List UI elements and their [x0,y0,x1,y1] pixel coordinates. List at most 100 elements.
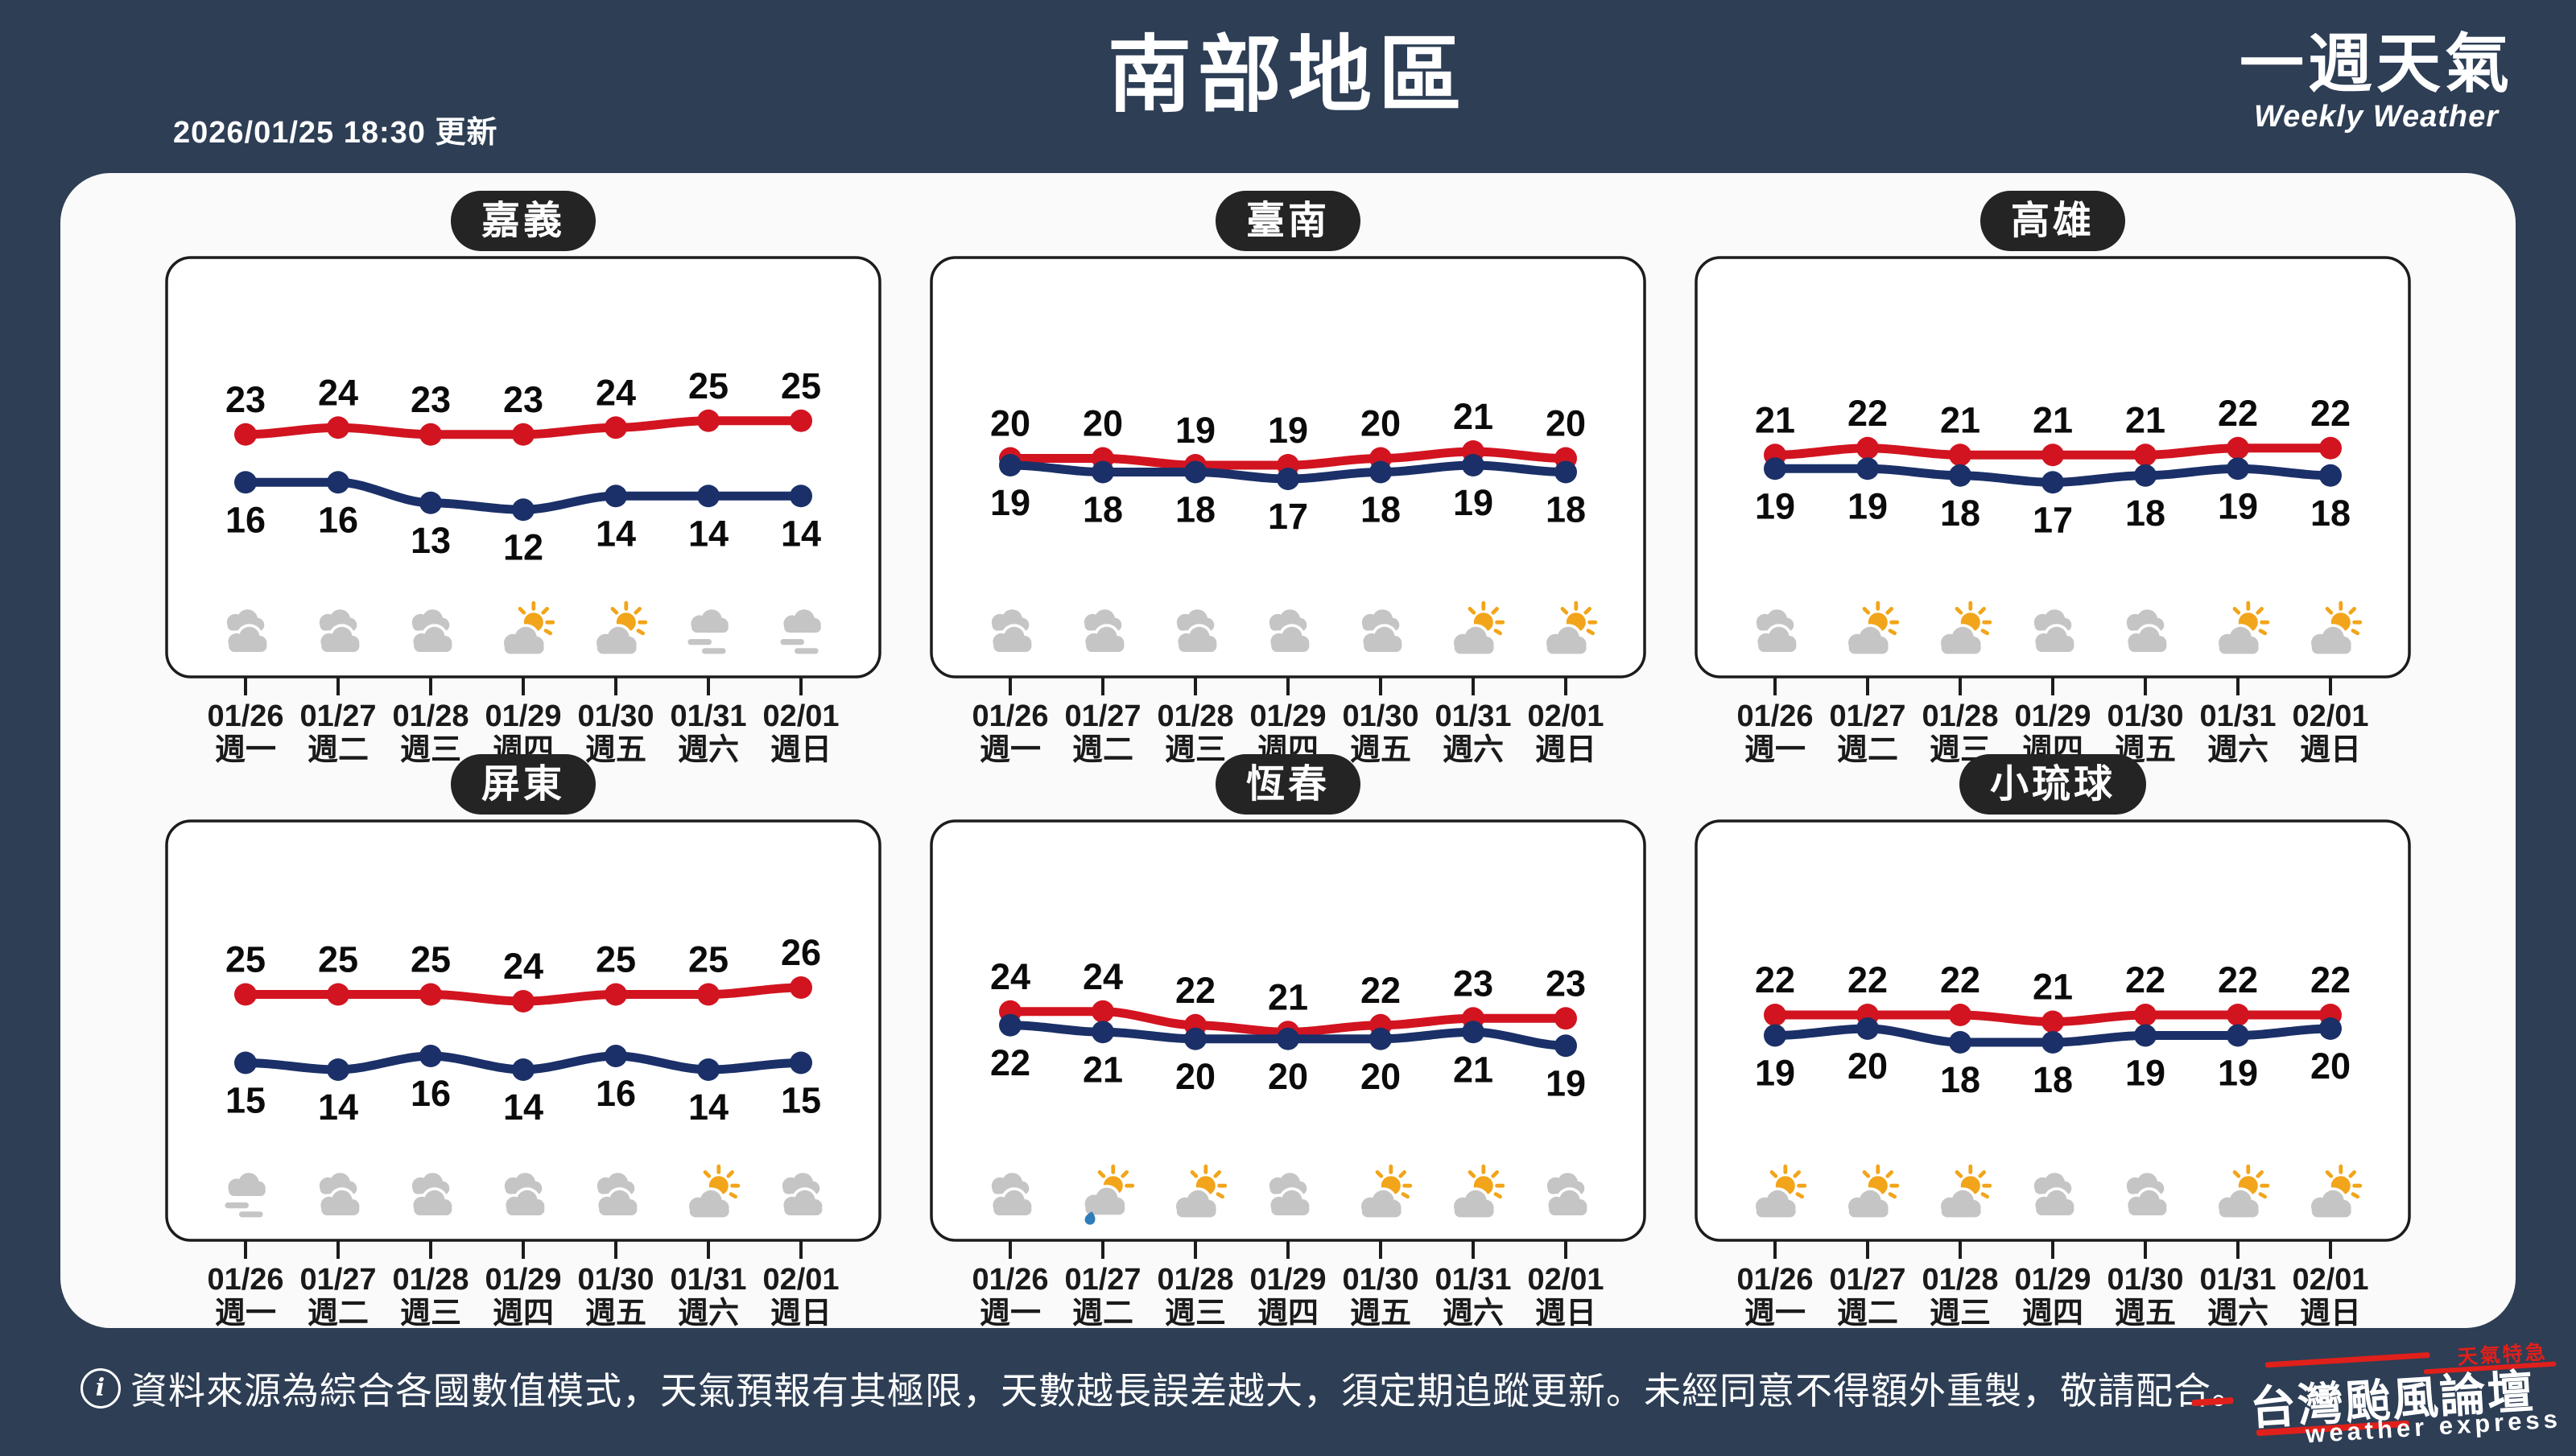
svg-text:25: 25 [781,365,821,406]
svg-text:24: 24 [990,956,1030,997]
svg-text:16: 16 [225,499,266,540]
svg-text:15: 15 [225,1080,266,1121]
svg-text:23: 23 [1453,963,1493,1004]
header: 2026/01/25 18:30 更新 南部地區 一週天氣 Weekly Wea… [0,0,2576,173]
svg-text:22: 22 [2310,959,2351,1000]
svg-text:週四: 週四 [2022,1297,2083,1330]
svg-text:21: 21 [1940,399,1980,440]
svg-text:週五: 週五 [1350,733,1411,767]
svg-text:01/28: 01/28 [1157,1263,1233,1297]
svg-text:01/26: 01/26 [972,1263,1048,1297]
svg-text:01/27: 01/27 [1064,699,1141,733]
svg-text:21: 21 [2033,967,2073,1008]
svg-text:01/31: 01/31 [670,1263,746,1297]
svg-text:01/27: 01/27 [1064,1263,1141,1297]
svg-text:週日: 週日 [1535,733,1596,767]
svg-text:16: 16 [318,499,358,540]
svg-text:週三: 週三 [400,733,461,767]
svg-text:21: 21 [1083,1049,1123,1090]
city-card-xiaoliuqiu: 小琉球 22 22 22 21 22 22 22 19 20 18 18 19 19 20 01/26 週一 0… [1695,754,2411,1338]
svg-text:18: 18 [1175,489,1216,530]
svg-text:19: 19 [1755,485,1795,526]
svg-text:21: 21 [1755,399,1795,440]
svg-text:21: 21 [1453,396,1493,437]
svg-text:週二: 週二 [308,733,369,767]
svg-text:20: 20 [1360,403,1401,444]
chart-row-bottom: 屏東 25 25 25 24 25 25 26 15 14 16 14 16 14 15 01/26 週一 01… [165,754,2411,1338]
svg-text:01/30: 01/30 [1342,1263,1418,1297]
svg-text:01/28: 01/28 [1157,699,1233,733]
city-card-tainan: 臺南 20 20 19 19 20 21 20 19 18 18 17 18 19 18 01/26 週一 01… [930,191,1646,775]
svg-text:週三: 週三 [400,1297,461,1330]
city-card-hengchun: 恆春 24 24 22 21 22 23 23 22 21 20 20 20 21 19 01/26 週一 01… [930,754,1646,1338]
svg-text:22: 22 [1847,959,1888,1000]
svg-text:23: 23 [411,379,451,420]
svg-text:24: 24 [503,946,543,987]
svg-text:17: 17 [2033,499,2073,540]
city-card-chiayi: 嘉義 23 24 23 23 24 25 25 16 16 13 12 14 14 14 01/26 週一 01… [165,191,881,775]
svg-text:週五: 週五 [2115,1297,2176,1330]
svg-text:22: 22 [1360,970,1401,1011]
svg-text:21: 21 [1268,976,1308,1017]
city-badge: 嘉義 [450,191,596,252]
svg-text:20: 20 [1847,1046,1888,1087]
city-card-pingtung: 屏東 25 25 25 24 25 25 26 15 14 16 14 16 14 15 01/26 週一 01… [165,754,881,1338]
svg-text:01/29: 01/29 [2014,699,2091,733]
svg-text:15: 15 [781,1080,821,1121]
svg-text:23: 23 [225,379,266,420]
svg-text:14: 14 [318,1087,358,1128]
svg-text:01/26: 01/26 [207,1263,283,1297]
svg-text:19: 19 [1268,410,1308,451]
page-title: 南部地區 [1107,29,1468,122]
svg-text:19: 19 [1453,482,1493,523]
info-icon: i [80,1368,121,1409]
svg-text:01/29: 01/29 [485,699,561,733]
svg-text:01/26: 01/26 [1736,1263,1813,1297]
brand-title-en: Weekly Weather [2253,100,2500,134]
svg-text:20: 20 [1083,403,1123,444]
svg-text:週一: 週一 [980,733,1041,767]
svg-text:20: 20 [2310,1046,2351,1087]
svg-text:19: 19 [1847,485,1888,526]
svg-text:01/31: 01/31 [670,699,746,733]
svg-text:週一: 週一 [1744,733,1806,767]
svg-text:18: 18 [2125,493,2165,534]
svg-text:週日: 週日 [770,1297,832,1330]
svg-text:週二: 週二 [1837,1297,1898,1330]
svg-text:週三: 週三 [1930,1297,1991,1330]
svg-text:20: 20 [990,403,1030,444]
svg-text:25: 25 [688,939,729,980]
svg-text:24: 24 [318,372,358,413]
svg-text:22: 22 [2218,393,2258,434]
svg-text:18: 18 [2310,493,2351,534]
charts-panel: 嘉義 23 24 23 23 24 25 25 16 16 13 12 14 14 14 01/26 週一 01… [60,173,2516,1330]
svg-text:01/30: 01/30 [2107,1263,2183,1297]
svg-text:22: 22 [1175,970,1216,1011]
city-badge: 屏東 [450,754,596,815]
svg-text:25: 25 [318,939,358,980]
svg-text:22: 22 [2310,393,2351,434]
svg-text:01/31: 01/31 [2199,1263,2276,1297]
svg-text:週日: 週日 [1535,1297,1596,1330]
svg-text:週六: 週六 [2207,733,2268,767]
svg-text:02/01: 02/01 [762,1263,839,1297]
svg-text:23: 23 [503,379,543,420]
svg-text:02/01: 02/01 [762,699,839,733]
brand-block: 一週天氣 Weekly Weather [2240,31,2513,134]
city-badge: 小琉球 [1959,754,2146,815]
svg-text:週三: 週三 [1165,733,1226,767]
svg-text:01/29: 01/29 [1249,699,1326,733]
svg-text:01/28: 01/28 [1922,699,1998,733]
svg-text:22: 22 [2218,959,2258,1000]
svg-text:02/01: 02/01 [1527,1263,1604,1297]
svg-text:22: 22 [1847,393,1888,434]
city-badge: 臺南 [1215,191,1360,252]
svg-text:14: 14 [688,513,729,554]
disclaimer-text: 資料來源為綜合各國數值模式，天氣預報有其極限，天數越長誤差越大，須定期追蹤更新。… [130,1370,2249,1412]
svg-text:21: 21 [1453,1049,1493,1090]
disclaimer: i 資料來源為綜合各國數值模式，天氣預報有其極限，天數越長誤差越大，須定期追蹤更… [80,1362,2249,1415]
svg-text:週日: 週日 [770,733,832,767]
svg-text:18: 18 [1940,493,1980,534]
